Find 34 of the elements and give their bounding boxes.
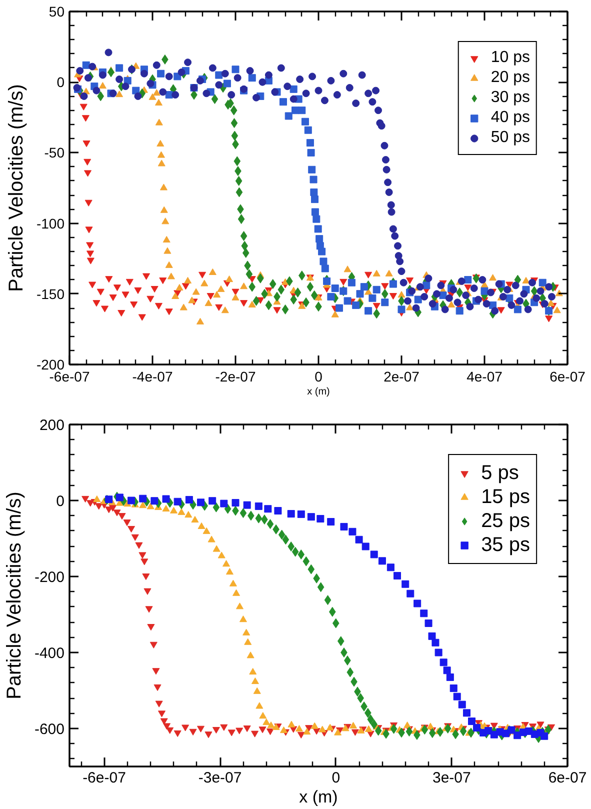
x-tick-label: 6e-07 (550, 368, 586, 384)
y-tick-label: 0 (56, 493, 64, 510)
x-tick-label: 4e-07 (466, 368, 503, 384)
x-tick-label: 0 (314, 368, 323, 384)
x-axis-title: x (m) (307, 386, 330, 398)
legend-label: 35 ps (481, 533, 530, 557)
y-tick-label: 50 (48, 4, 65, 20)
legend-label: 15 ps (481, 485, 530, 509)
y-tick-label: -200 (34, 569, 65, 586)
x-tick-label: -6e-07 (82, 770, 126, 786)
y-tick-label: -100 (36, 215, 65, 232)
legend-label: 40 ps (490, 108, 530, 128)
legend-label: 10 ps (490, 48, 530, 68)
legend-label: 20 ps (490, 68, 530, 88)
legend-label: 30 ps (490, 88, 530, 108)
legend-label: 5 ps (481, 461, 519, 485)
x-tick-label: -2e-07 (215, 368, 256, 384)
x-axis-title: x (m) (299, 788, 338, 806)
y-tick-label: -50 (44, 144, 65, 161)
x-tick-label: -4e-07 (132, 368, 173, 384)
y-axis-title: Particle Velocities (m/s) (3, 492, 26, 700)
x-tick-label: -3e-07 (198, 770, 242, 786)
y-tick-label: -600 (34, 721, 65, 738)
y-tick-label: -400 (34, 645, 65, 662)
x-tick-label: 3e-07 (432, 770, 471, 786)
y-tick-label: -150 (36, 286, 65, 302)
x-tick-label: 6e-07 (548, 770, 587, 786)
legend-label: 50 ps (490, 128, 530, 148)
y-axis-title: Particle Velocities (m/s) (5, 84, 28, 292)
x-tick-label: 0 (332, 770, 340, 786)
legend-label: 25 ps (481, 509, 530, 533)
y-tick-label: 0 (56, 74, 65, 90)
y-tick-label: 200 (39, 417, 65, 434)
x-tick-label: 2e-07 (384, 368, 420, 384)
